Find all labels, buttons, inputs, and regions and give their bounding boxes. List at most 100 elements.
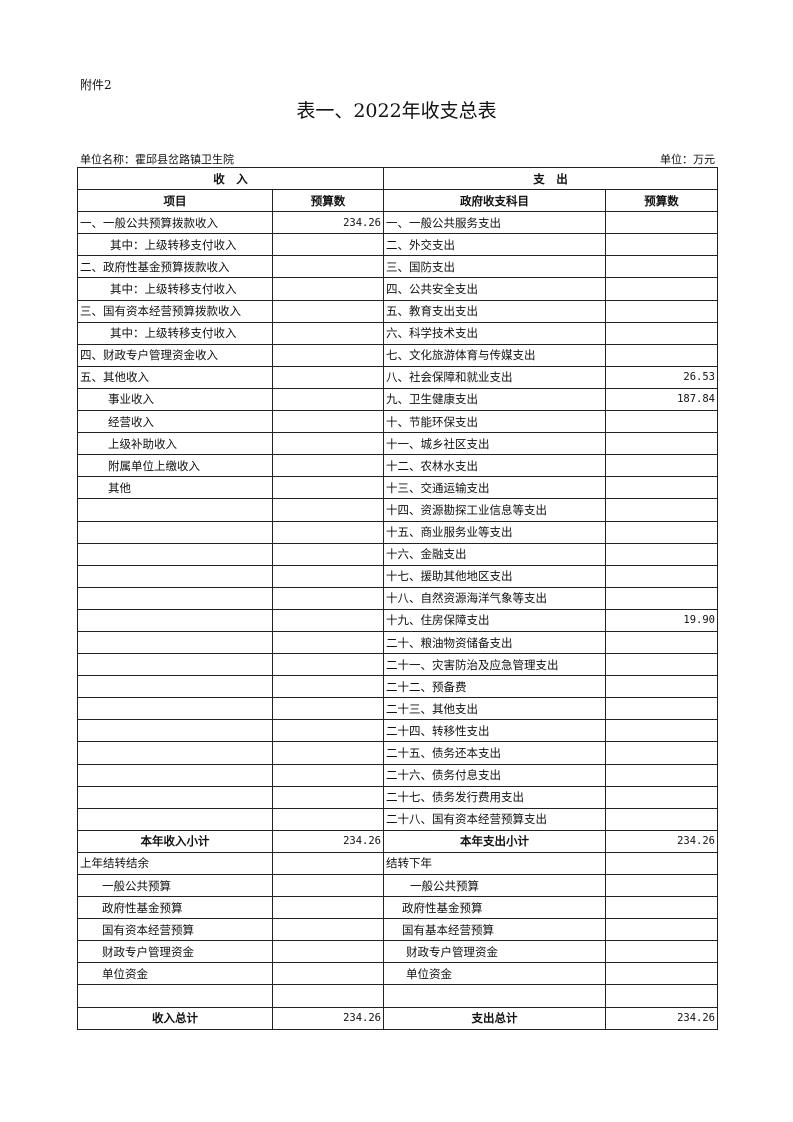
income-item-cell: 财政专户管理资金 <box>77 940 273 964</box>
expense-item-cell: 十八、自然资源海洋气象等支出 <box>383 586 606 610</box>
income-item-cell: 收入总计 <box>77 1006 273 1030</box>
income-item-cell <box>77 630 273 655</box>
income-item-cell: 四、财政专户管理资金收入 <box>77 343 273 367</box>
income-budget-cell <box>272 675 384 699</box>
income-item-cell: 国有资本经营预算 <box>77 918 273 942</box>
expense-budget-cell <box>605 851 718 876</box>
table-row: 二十一、灾害防治及应急管理支出 <box>77 653 718 677</box>
income-item-cell: 三、国有资本经营预算拨款收入 <box>77 299 273 323</box>
income-budget-cell <box>272 741 384 765</box>
table-row: 三、国有资本经营预算拨款收入 五、教育支出支出 <box>77 299 718 323</box>
expense-budget-cell <box>605 432 718 456</box>
expense-budget-cell <box>605 653 718 677</box>
income-item-cell <box>77 653 273 677</box>
expense-budget-cell <box>605 476 718 500</box>
income-budget-cell <box>272 454 384 478</box>
expense-budget-cell <box>605 940 718 964</box>
income-budget-cell <box>272 387 384 412</box>
expense-item-cell: 结转下年 <box>383 851 606 876</box>
income-item-cell <box>77 586 273 610</box>
expense-budget-cell <box>605 564 718 588</box>
expense-budget-cell <box>605 233 718 257</box>
total-row: 收入总计 234.26 支出总计 234.26 <box>77 1006 718 1030</box>
expense-budget-cell <box>605 498 718 522</box>
income-item-cell <box>77 520 273 544</box>
expense-item-cell: 十七、援助其他地区支出 <box>383 564 606 588</box>
table-row: 其中：上级转移支付收入 二、外交支出 <box>77 233 718 257</box>
table-row: 十五、商业服务业等支出 <box>77 520 718 544</box>
table-row: 经营收入 十、节能环保支出 <box>77 410 718 434</box>
expense-budget-cell: 234.26 <box>605 1006 718 1030</box>
expense-budget-cell: 234.26 <box>605 829 718 853</box>
table-row: 政府性基金预算 政府性基金预算 <box>77 896 718 920</box>
expense-item-cell: 十五、商业服务业等支出 <box>383 520 606 544</box>
expense-item-cell: 政府性基金预算 <box>383 896 606 920</box>
expense-budget-cell <box>605 343 718 367</box>
income-item-cell <box>77 984 273 1008</box>
income-budget-cell <box>272 586 384 610</box>
income-item-cell <box>77 763 273 787</box>
income-item-cell <box>77 741 273 765</box>
income-budget-cell <box>272 299 384 323</box>
table-row: 二十八、国有资本经营预算支出 <box>77 807 718 831</box>
expense-item-cell: 二十一、灾害防治及应急管理支出 <box>383 653 606 677</box>
table-row: 十六、金融支出 <box>77 542 718 566</box>
income-budget-cell <box>272 763 384 787</box>
table-row: 财政专户管理资金 财政专户管理资金 <box>77 940 718 964</box>
page-title: 表一、2022年收支总表 <box>296 100 497 122</box>
table-row: 四、财政专户管理资金收入 七、文化旅游体育与传媒支出 <box>77 343 718 367</box>
income-budget-cell <box>272 277 384 301</box>
expense-item-cell: 二十五、债务还本支出 <box>383 741 606 765</box>
expense-item-cell: 三、国防支出 <box>383 255 606 279</box>
table-row <box>77 984 718 1008</box>
expense-item-cell: 十九、住房保障支出 <box>383 608 606 632</box>
income-budget-cell <box>272 542 384 566</box>
income-item-cell: 单位资金 <box>77 962 273 986</box>
income-budget-cell <box>272 410 384 434</box>
expense-budget-cell: 187.84 <box>605 387 718 412</box>
table-row: 二、政府性基金预算拨款收入 三、国防支出 <box>77 255 718 279</box>
column-header-row: 项目 预算数 政府收支科目 预算数 <box>77 189 718 213</box>
income-item-cell: 五、其他收入 <box>77 365 273 389</box>
table-row: 一般公共预算 一般公共预算 <box>77 873 718 898</box>
expense-budget-cell <box>605 962 718 986</box>
table-row: 二十七、债务发行费用支出 <box>77 785 718 809</box>
income-item-cell <box>77 608 273 632</box>
income-section-header: 收 入 <box>77 166 384 191</box>
expense-item-cell: 六、科学技术支出 <box>383 321 606 345</box>
expense-item-cell: 支出总计 <box>383 1006 606 1030</box>
income-item-cell <box>77 564 273 588</box>
income-item-cell: 一般公共预算 <box>77 873 273 898</box>
expense-budget-cell <box>605 520 718 544</box>
table-row: 事业收入 九、卫生健康支出 187.84 <box>77 387 718 412</box>
income-budget-cell: 234.26 <box>272 829 384 853</box>
expense-item-cell: 二十二、预备费 <box>383 675 606 699</box>
income-budget-cell <box>272 697 384 721</box>
expense-item-cell: 二十、粮油物资储备支出 <box>383 630 606 655</box>
expense-budget-cell <box>605 741 718 765</box>
expense-item-cell: 九、卫生健康支出 <box>383 387 606 412</box>
total-row: 本年收入小计 234.26 本年支出小计 234.26 <box>77 829 718 853</box>
income-item-cell: 本年收入小计 <box>77 829 273 853</box>
expense-budget-cell <box>605 807 718 831</box>
expense-budget-cell <box>605 697 718 721</box>
income-item-cell: 其中：上级转移支付收入 <box>77 233 273 257</box>
income-budget-cell: 234.26 <box>272 1006 384 1030</box>
income-item-cell: 上年结转结余 <box>77 851 273 876</box>
table-row: 上年结转结余 结转下年 <box>77 851 718 876</box>
table-row: 十七、援助其他地区支出 <box>77 564 718 588</box>
income-budget-cell <box>272 807 384 831</box>
income-budget-cell <box>272 918 384 942</box>
expense-item-cell: 十、节能环保支出 <box>383 410 606 434</box>
expense-item-cell: 十二、农林水支出 <box>383 454 606 478</box>
expense-budget-cell <box>605 454 718 478</box>
expense-budget-cell <box>605 630 718 655</box>
income-item-cell: 一、一般公共预算拨款收入 <box>77 211 273 235</box>
expense-budget-cell: 19.90 <box>605 608 718 632</box>
table-row: 十四、资源勘探工业信息等支出 <box>77 498 718 522</box>
expense-item-header: 政府收支科目 <box>383 189 606 213</box>
currency-unit: 单位：万元 <box>660 153 715 166</box>
income-budget-cell <box>272 233 384 257</box>
income-item-cell: 附属单位上缴收入 <box>77 454 273 478</box>
expense-budget-cell <box>605 719 718 743</box>
